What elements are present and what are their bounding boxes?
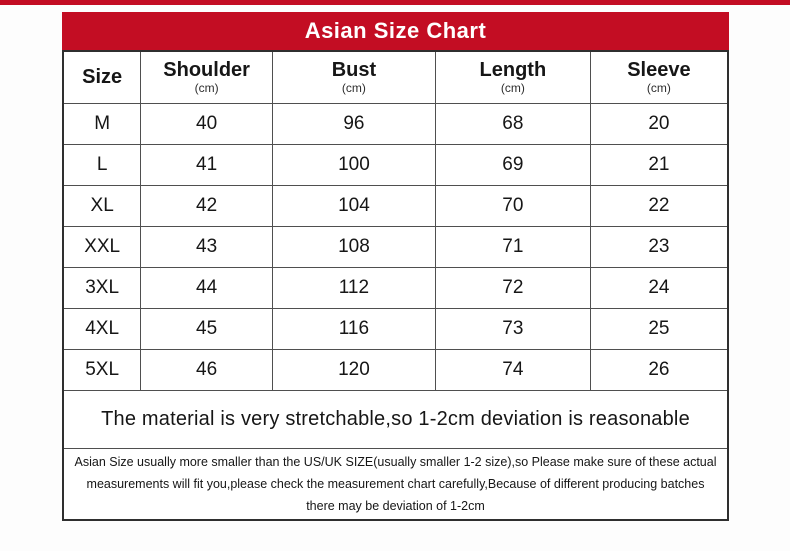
column-label: Sleeve <box>627 59 691 82</box>
size-label-cell: 5XL <box>62 349 142 391</box>
measurement-cell: 20 <box>589 103 729 145</box>
column-label: Shoulder <box>163 59 250 82</box>
size-table-body: M 40 96 68 20 L 41 100 69 21 XL 42 104 70 22 XXL 43 108 71… <box>62 103 729 391</box>
measurement-cell: 46 <box>140 349 273 391</box>
stretch-note: The material is very stretchable,so 1-2c… <box>62 390 729 449</box>
column-header: Bust (cm) <box>271 50 436 104</box>
column-unit: (cm) <box>500 81 525 96</box>
disclaimer-line: there may be deviation of 1-2cm <box>306 499 485 513</box>
size-table-header: Size Shoulder (cm) Bust (cm) Length (cm) Sleeve… <box>62 50 729 104</box>
measurement-cell: 44 <box>140 267 273 309</box>
measurement-cell: 22 <box>589 185 729 227</box>
column-header: Sleeve (cm) <box>589 50 729 104</box>
disclaimer-line: measurements will fit you,please check t… <box>86 477 705 491</box>
disclaimer: Asian Size usually more smaller than the… <box>62 448 729 521</box>
measurement-cell: 26 <box>589 349 729 391</box>
table-row: L 41 100 69 21 <box>62 144 729 186</box>
measurement-cell: 96 <box>271 103 436 145</box>
table-row: 4XL 45 116 73 25 <box>62 308 729 350</box>
measurement-cell: 112 <box>271 267 436 309</box>
column-header: Length (cm) <box>434 50 591 104</box>
size-label-cell: L <box>62 144 142 186</box>
chart-title-bar: Asian Size Chart <box>62 12 729 50</box>
measurement-cell: 23 <box>589 226 729 268</box>
table-row: 3XL 44 112 72 24 <box>62 267 729 309</box>
measurement-cell: 24 <box>589 267 729 309</box>
stretch-note-row: The material is very stretchable,so 1-2c… <box>62 390 729 449</box>
column-header: Shoulder (cm) <box>140 50 273 104</box>
measurement-cell: 116 <box>271 308 436 350</box>
measurement-cell: 74 <box>434 349 591 391</box>
header-row: Size Shoulder (cm) Bust (cm) Length (cm) Sleeve… <box>62 50 729 104</box>
size-chart: Asian Size Chart Size Shoulder (cm) Bust (cm… <box>62 12 729 521</box>
measurement-cell: 120 <box>271 349 436 391</box>
size-table: Size Shoulder (cm) Bust (cm) Length (cm) Sleeve… <box>62 50 729 521</box>
measurement-cell: 71 <box>434 226 591 268</box>
size-label-cell: 3XL <box>62 267 142 309</box>
size-table-footer: The material is very stretchable,so 1-2c… <box>62 390 729 521</box>
size-label-cell: M <box>62 103 142 145</box>
size-label-cell: XXL <box>62 226 142 268</box>
table-row: M 40 96 68 20 <box>62 103 729 145</box>
measurement-cell: 72 <box>434 267 591 309</box>
table-row: 5XL 46 120 74 26 <box>62 349 729 391</box>
measurement-cell: 41 <box>140 144 273 186</box>
chart-title: Asian Size Chart <box>304 18 487 43</box>
measurement-cell: 68 <box>434 103 591 145</box>
measurement-cell: 40 <box>140 103 273 145</box>
table-row: XXL 43 108 71 23 <box>62 226 729 268</box>
column-label: Size <box>82 66 123 88</box>
size-label-cell: XL <box>62 185 142 227</box>
measurement-cell: 108 <box>271 226 436 268</box>
disclaimer-line: Asian Size usually more smaller than the… <box>74 455 717 469</box>
measurement-cell: 70 <box>434 185 591 227</box>
measurement-cell: 43 <box>140 226 273 268</box>
column-unit: (cm) <box>646 81 671 96</box>
top-accent-bar <box>0 0 790 5</box>
column-unit: (cm) <box>341 81 366 96</box>
measurement-cell: 104 <box>271 185 436 227</box>
measurement-cell: 73 <box>434 308 591 350</box>
measurement-cell: 45 <box>140 308 273 350</box>
column-unit: (cm) <box>194 81 219 96</box>
measurement-cell: 21 <box>589 144 729 186</box>
table-row: XL 42 104 70 22 <box>62 185 729 227</box>
column-label: Bust <box>331 59 377 82</box>
measurement-cell: 69 <box>434 144 591 186</box>
size-label-cell: 4XL <box>62 308 142 350</box>
measurement-cell: 42 <box>140 185 273 227</box>
column-label: Length <box>479 59 547 82</box>
measurement-cell: 25 <box>589 308 729 350</box>
column-header: Size <box>62 50 142 104</box>
measurement-cell: 100 <box>271 144 436 186</box>
disclaimer-row: Asian Size usually more smaller than the… <box>62 448 729 521</box>
